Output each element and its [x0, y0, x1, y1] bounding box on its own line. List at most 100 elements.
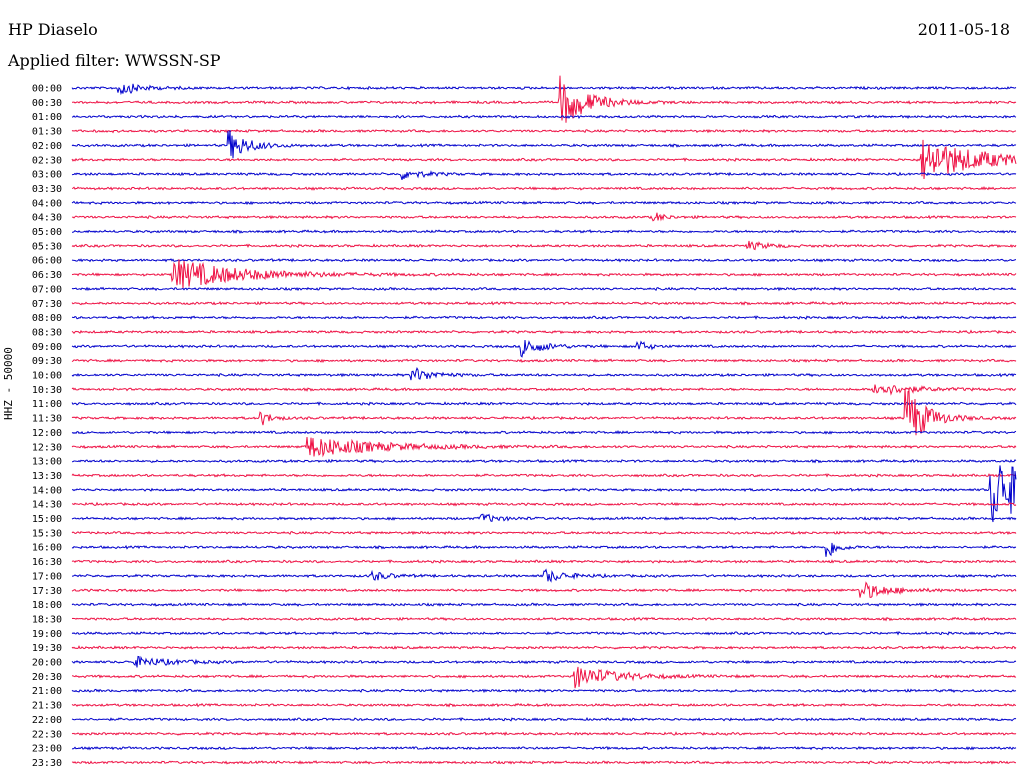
- time-label: 15:00: [32, 514, 62, 525]
- time-label: 17:30: [32, 586, 62, 597]
- time-label: 06:00: [32, 256, 62, 267]
- trace-line: [71, 401, 1017, 406]
- time-label: 17:00: [32, 571, 62, 582]
- trace-line: [71, 358, 1017, 363]
- time-label: 14:00: [32, 485, 62, 496]
- trace-line: [71, 655, 1017, 668]
- time-label: 09:00: [32, 342, 62, 353]
- time-label: 04:00: [32, 198, 62, 209]
- trace-line: [71, 602, 1017, 608]
- time-label: 22:00: [32, 715, 62, 726]
- trace-line: [71, 501, 1017, 507]
- trace-line: [71, 760, 1017, 765]
- time-label: 23:00: [32, 744, 62, 755]
- time-label: 08:30: [32, 327, 62, 338]
- trace-line: [71, 717, 1017, 722]
- trace-line: [71, 731, 1017, 737]
- trace-line: [71, 75, 1017, 123]
- trace-line: [71, 666, 1017, 689]
- trace-line: [71, 300, 1017, 306]
- time-label: 16:00: [32, 543, 62, 554]
- time-label: 10:30: [32, 385, 62, 396]
- time-label: 19:30: [32, 643, 62, 654]
- trace-line: [71, 530, 1017, 536]
- time-label: 14:30: [32, 500, 62, 511]
- time-label: 05:30: [32, 241, 62, 252]
- trace-line: [71, 366, 1017, 381]
- time-label: 13:30: [32, 471, 62, 482]
- trace-line: [71, 388, 1017, 436]
- trace-line: [71, 702, 1017, 708]
- time-label: 20:30: [32, 672, 62, 683]
- trace-line: [71, 339, 1017, 358]
- time-label: 05:00: [32, 227, 62, 238]
- date-label: 2011-05-18: [917, 20, 1010, 39]
- time-label: 07:00: [32, 284, 62, 295]
- trace-line: [71, 83, 1017, 96]
- time-label: 12:30: [32, 442, 62, 453]
- time-label: 20:00: [32, 658, 62, 669]
- trace-line: [71, 139, 1017, 180]
- trace-line: [71, 630, 1017, 636]
- time-label: 02:30: [32, 155, 62, 166]
- time-label: 21:00: [32, 686, 62, 697]
- time-label: 18:00: [32, 600, 62, 611]
- trace-line: [71, 128, 1017, 134]
- trace-line: [72, 229, 1017, 234]
- time-label: 07:30: [32, 299, 62, 310]
- trace-line: [71, 472, 1017, 478]
- seismic-traces: [71, 75, 1017, 765]
- trace-line: [71, 257, 1017, 263]
- trace-line: [71, 581, 1017, 598]
- time-label: 09:30: [32, 356, 62, 367]
- trace-line: [71, 170, 1017, 181]
- station-title: HP Diaselo: [8, 20, 98, 39]
- trace-line: [71, 430, 1017, 435]
- trace-line: [71, 200, 1017, 206]
- time-label: 23:30: [32, 758, 62, 769]
- trace-line: [71, 458, 1017, 464]
- trace-line: [71, 384, 1017, 396]
- time-label: 01:30: [32, 127, 62, 138]
- time-label: 10:00: [32, 371, 62, 382]
- time-label: 03:30: [32, 184, 62, 195]
- trace-line: [71, 186, 1017, 191]
- trace-line: [71, 240, 1017, 251]
- filter-label: Applied filter: WWSSN-SP: [8, 51, 221, 70]
- trace-line: [71, 559, 1017, 564]
- time-labels: 00:00 00:30 01:00 01:30 02:00 02:30 03:00 03:30…: [32, 84, 62, 769]
- trace-line: [71, 286, 1017, 292]
- trace-line: [71, 259, 1017, 289]
- time-label: 16:30: [32, 557, 62, 568]
- time-label: 12:00: [32, 428, 62, 439]
- trace-line: [71, 465, 1017, 523]
- trace-line: [72, 568, 1017, 583]
- time-label: 15:30: [32, 528, 62, 539]
- time-label: 13:00: [32, 457, 62, 468]
- trace-line: [71, 616, 1017, 622]
- trace-line: [71, 745, 1017, 751]
- trace-line: [71, 513, 1017, 522]
- time-label: 00:30: [32, 98, 62, 109]
- time-label: 19:00: [32, 629, 62, 640]
- time-label: 06:30: [32, 270, 62, 281]
- time-label: 11:00: [32, 399, 62, 410]
- time-label: 08:00: [32, 313, 62, 324]
- time-label: 18:30: [32, 614, 62, 625]
- time-label: 01:00: [32, 112, 62, 123]
- time-label: 21:30: [32, 701, 62, 712]
- trace-line: [71, 212, 1017, 222]
- trace-line: [71, 329, 1017, 335]
- time-label: 00:00: [32, 84, 62, 95]
- trace-line: [71, 542, 1017, 557]
- trace-line: [71, 645, 1017, 650]
- time-label: 11:30: [32, 414, 62, 425]
- trace-line: [71, 688, 1017, 694]
- time-label: 03:00: [32, 170, 62, 181]
- time-label: 22:30: [32, 729, 62, 740]
- trace-line: [71, 129, 1017, 159]
- time-label: 02:00: [32, 141, 62, 152]
- time-label: 04:30: [32, 213, 62, 224]
- trace-line: [71, 315, 1017, 320]
